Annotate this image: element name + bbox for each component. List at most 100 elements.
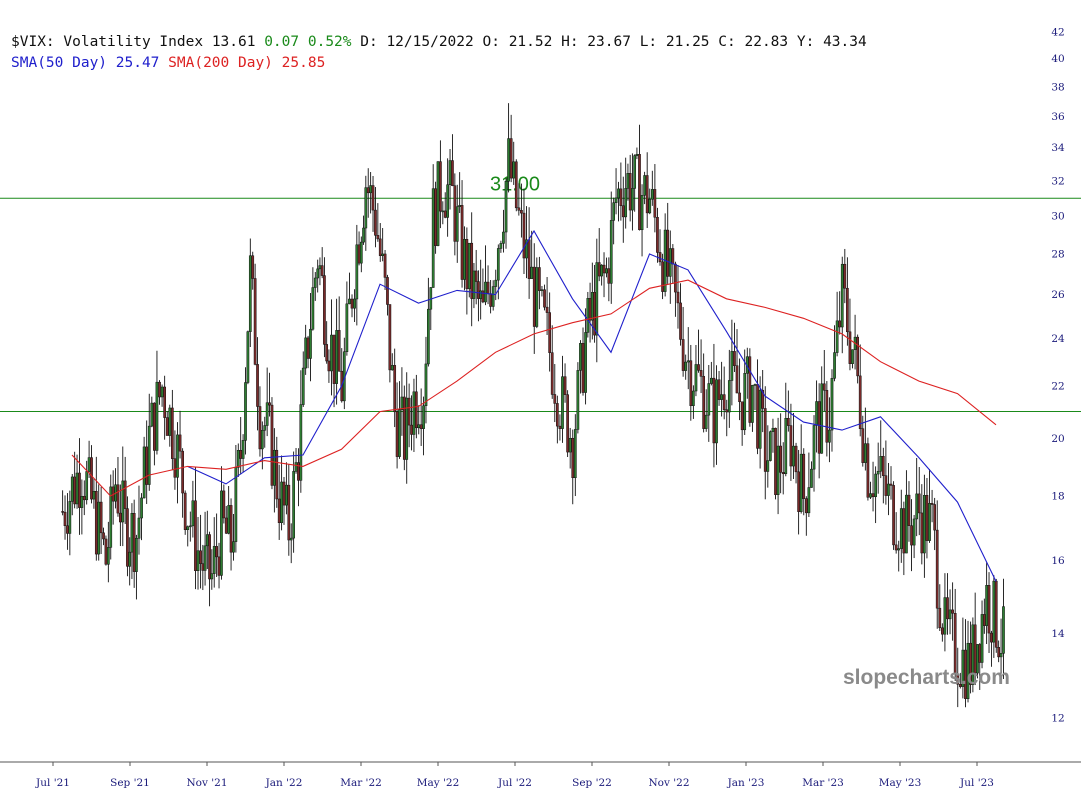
candle-body-132 xyxy=(381,253,385,256)
candle-body-49 xyxy=(181,450,184,494)
candle-body-310 xyxy=(825,390,829,443)
candle-body-144 xyxy=(410,424,413,435)
candle-body-312 xyxy=(830,378,834,431)
open-value: 21.52 xyxy=(508,34,553,50)
candle-body-359 xyxy=(951,609,954,614)
candle-body-58 xyxy=(203,545,207,571)
x-tick-label: Jan '22 xyxy=(265,777,303,789)
candle-body-128 xyxy=(371,185,375,211)
candle-body-259 xyxy=(694,364,698,392)
candle-body-233 xyxy=(628,173,632,211)
candle-body-117 xyxy=(345,303,349,352)
candle-body-276 xyxy=(738,392,741,403)
candle-body-364 xyxy=(964,649,967,699)
candle-body-236 xyxy=(635,154,639,156)
candles xyxy=(61,103,1005,708)
sma50-label: SMA(50 Day) xyxy=(11,55,108,71)
candle-body-354 xyxy=(938,607,942,629)
candle-body-83 xyxy=(263,425,267,431)
candle-body-323 xyxy=(858,375,862,429)
candle-body-326 xyxy=(866,443,870,498)
x-tick-label: Nov '22 xyxy=(648,777,689,789)
candle-body-160 xyxy=(448,160,452,185)
candle-body-372 xyxy=(982,614,986,626)
y-tick-label: 22 xyxy=(1051,381,1064,393)
candle-body-66 xyxy=(222,490,226,519)
candle-body-148 xyxy=(419,424,423,429)
candle-body-292 xyxy=(779,445,782,473)
candle-body-212 xyxy=(579,343,582,371)
candle-body-161 xyxy=(451,160,454,186)
candle-body-349 xyxy=(925,495,929,541)
candle-body-98 xyxy=(299,404,303,481)
candle-body-92 xyxy=(285,484,288,506)
low-value: 21.25 xyxy=(665,34,710,50)
candle-body-7 xyxy=(78,472,81,508)
candle-body-357 xyxy=(946,597,949,620)
candle-body-308 xyxy=(820,383,824,454)
candle-body-177 xyxy=(489,293,492,307)
candle-body-300 xyxy=(799,453,803,512)
candle-body-46 xyxy=(173,458,177,478)
candle-body-356 xyxy=(943,597,947,635)
candle-body-79 xyxy=(253,278,257,365)
candle-body-84 xyxy=(265,402,269,426)
candle-body-130 xyxy=(376,235,380,240)
open-label: O: xyxy=(482,34,500,50)
candle-body-42 xyxy=(163,386,167,418)
y-tick-label: 26 xyxy=(1051,289,1065,301)
candle-body-320 xyxy=(851,349,854,364)
candle-body-140 xyxy=(400,396,404,410)
x-tick-label: Jul '22 xyxy=(497,777,532,789)
candle-body-375 xyxy=(990,632,993,643)
candle-body-267 xyxy=(715,379,718,444)
candle-body-208 xyxy=(568,437,572,453)
candle-body-370 xyxy=(978,644,982,663)
candle-body-238 xyxy=(640,195,644,231)
candle-body-178 xyxy=(491,286,495,307)
candle-body-81 xyxy=(258,406,262,450)
candle-body-101 xyxy=(306,337,310,359)
candle-body-229 xyxy=(619,188,623,207)
candle-body-180 xyxy=(496,248,500,281)
candle-body-143 xyxy=(407,397,411,426)
candle-body-59 xyxy=(205,534,209,547)
candle-body-335 xyxy=(889,483,893,486)
candle-body-296 xyxy=(789,425,793,467)
candle-body-38 xyxy=(153,402,156,451)
candle-body-120 xyxy=(353,298,356,309)
candle-body-104 xyxy=(313,277,317,288)
candle-body-341 xyxy=(905,494,908,554)
watermark: slopecharts.com xyxy=(843,666,1010,689)
candle-body-31 xyxy=(135,538,138,572)
candle-body-51 xyxy=(186,526,190,530)
candle-body-75 xyxy=(244,382,247,441)
candle-body-361 xyxy=(956,673,960,685)
candle-body-110 xyxy=(327,360,331,372)
candle-body-272 xyxy=(727,380,731,413)
candle-body-280 xyxy=(748,356,752,423)
candle-body-209 xyxy=(571,437,575,478)
candle-body-317 xyxy=(843,263,847,289)
candle-body-36 xyxy=(147,425,151,485)
candle-body-257 xyxy=(689,360,693,406)
candle-body-275 xyxy=(735,365,739,394)
candle-body-301 xyxy=(802,453,806,499)
candle-body-196 xyxy=(538,267,541,291)
candle-body-122 xyxy=(357,244,361,264)
candle-body-270 xyxy=(722,394,726,410)
y-tick-label: 36 xyxy=(1051,111,1065,123)
candle-body-102 xyxy=(309,328,312,359)
candle-body-318 xyxy=(846,287,849,333)
candle-body-1 xyxy=(63,511,67,527)
candle-body-123 xyxy=(359,241,363,264)
candle-body-343 xyxy=(910,525,913,546)
candle-body-346 xyxy=(917,493,921,514)
candle-body-287 xyxy=(766,460,770,472)
candle-body-304 xyxy=(810,468,813,488)
candle-body-273 xyxy=(730,351,734,381)
candle-body-278 xyxy=(743,373,747,431)
candle-body-14 xyxy=(94,491,98,555)
